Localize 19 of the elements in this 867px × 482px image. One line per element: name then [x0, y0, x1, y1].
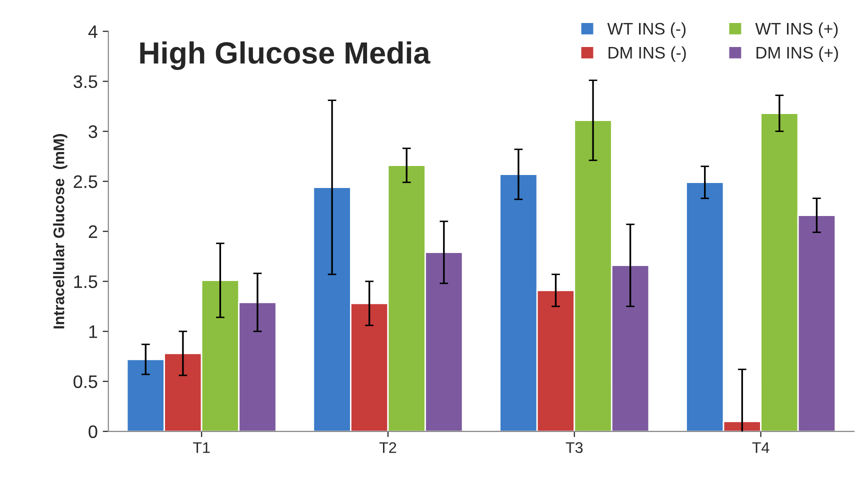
y-tick-label: 4 [88, 25, 98, 38]
y-axis-title: Intracellular Glucose (mM) [53, 134, 68, 328]
y-tick-label: 0 [88, 425, 98, 438]
x-tick-label: T4 [752, 442, 770, 453]
x-tick-label: T3 [566, 442, 583, 454]
y-tick-label: 3 [88, 125, 98, 138]
legend-label: DM INS (+) [756, 46, 838, 62]
x-tick-label: T1 [193, 442, 210, 453]
y-tick-label: 2 [88, 225, 98, 238]
y-tick-label: 1 [89, 325, 98, 338]
legend-label: DM INS (-) [608, 46, 686, 62]
x-tick-label: T2 [379, 442, 396, 453]
y-tick-label: 0.5 [74, 375, 98, 388]
y-tick-label: 2.5 [74, 175, 98, 188]
chart-title: High Glucose Media [140, 41, 430, 70]
y-tick-label: 1.5 [74, 275, 98, 288]
y-tick-label: 3.5 [74, 75, 98, 88]
legend-label: WT INS (+) [755, 22, 838, 38]
legend-label: WT INS (-) [607, 22, 686, 38]
